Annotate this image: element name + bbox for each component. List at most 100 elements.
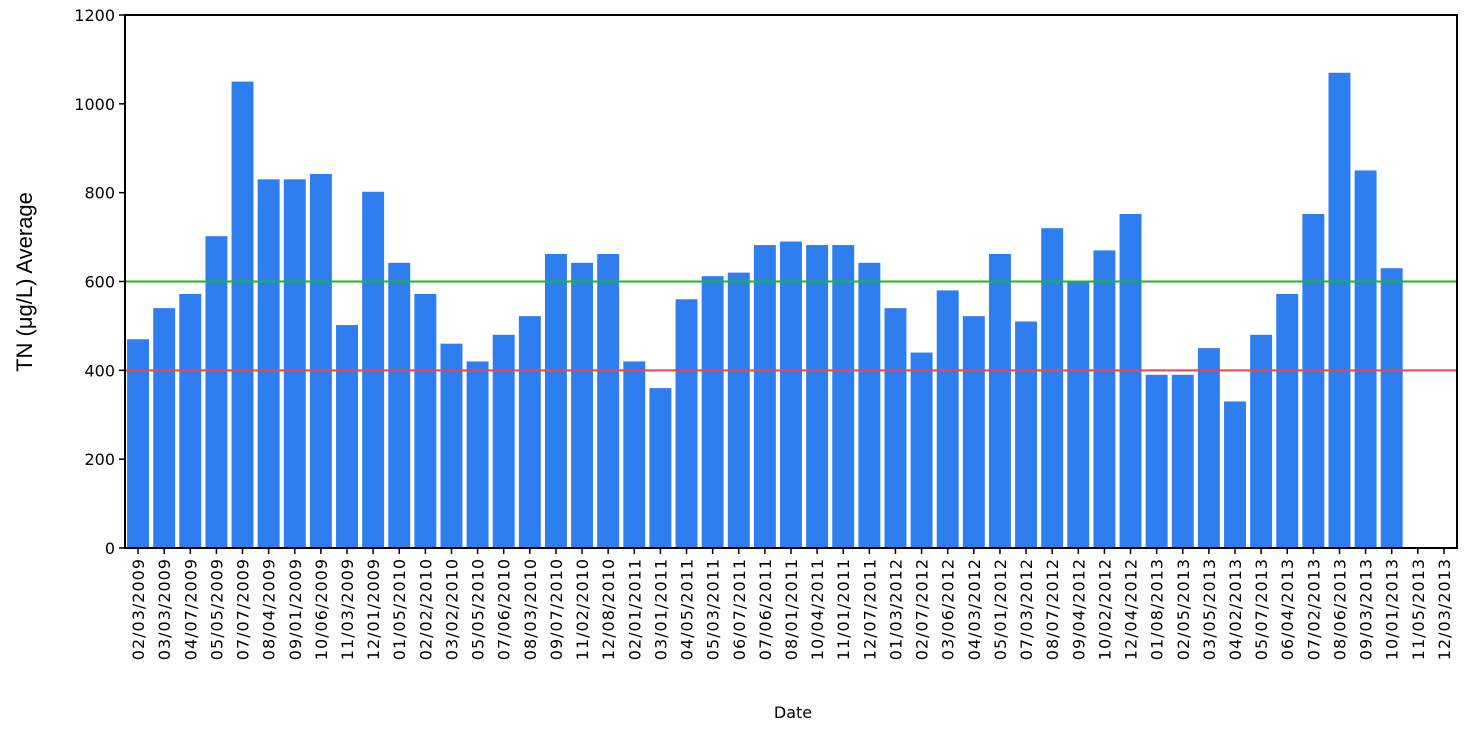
bar xyxy=(1302,213,1325,548)
bar xyxy=(1119,213,1142,548)
bar xyxy=(571,262,594,548)
x-tick-label: 12/03/2013 xyxy=(1435,558,1454,660)
y-tick-label: 800 xyxy=(84,184,115,203)
bar xyxy=(440,343,463,548)
x-tick-label: 05/05/2010 xyxy=(469,558,488,660)
x-tick-label: 09/04/2012 xyxy=(1069,558,1088,660)
bar xyxy=(884,308,907,548)
x-tick-label: 11/05/2013 xyxy=(1409,558,1428,660)
bar xyxy=(1145,374,1168,548)
x-tick-label: 07/03/2012 xyxy=(1017,558,1036,660)
bar xyxy=(1380,268,1403,548)
bar xyxy=(649,388,672,548)
x-tick-label: 07/07/2009 xyxy=(234,558,253,660)
bar xyxy=(231,81,254,548)
bar xyxy=(832,245,855,548)
bar xyxy=(936,290,959,548)
x-tick-label: 04/03/2012 xyxy=(965,558,984,660)
bar xyxy=(910,352,933,548)
x-tick-label: 04/05/2011 xyxy=(678,558,697,660)
x-tick-label: 07/06/2010 xyxy=(495,558,514,660)
bar xyxy=(257,179,280,548)
x-tick-label: 09/01/2009 xyxy=(286,558,305,660)
bar xyxy=(414,293,437,548)
bar xyxy=(388,262,411,548)
y-tick-label: 400 xyxy=(84,361,115,380)
x-tick-label: 01/03/2012 xyxy=(886,558,905,660)
bar xyxy=(1171,374,1194,548)
x-tick-label: 09/07/2010 xyxy=(547,558,566,660)
bar xyxy=(1041,228,1064,548)
x-tick-label: 07/02/2013 xyxy=(1304,558,1323,660)
x-tick-label: 01/08/2013 xyxy=(1148,558,1167,660)
x-tick-label: 10/06/2009 xyxy=(312,558,331,660)
bar xyxy=(962,316,985,548)
x-tick-label: 10/01/2013 xyxy=(1383,558,1402,660)
bar xyxy=(701,276,724,548)
bar xyxy=(675,299,698,548)
bar xyxy=(780,241,802,548)
bar xyxy=(1276,293,1299,548)
x-tick-label: 11/02/2010 xyxy=(573,558,592,660)
bar xyxy=(858,262,881,548)
y-tick-label: 0 xyxy=(105,539,115,558)
x-tick-label: 11/01/2011 xyxy=(834,558,853,660)
x-tick-label: 03/06/2012 xyxy=(939,558,958,660)
x-tick-label: 12/04/2012 xyxy=(1122,558,1141,660)
x-tick-label: 08/07/2012 xyxy=(1043,558,1062,660)
bar xyxy=(309,174,332,549)
x-tick-label: 11/03/2009 xyxy=(338,558,357,660)
x-tick-label: 12/08/2010 xyxy=(599,558,618,660)
bar xyxy=(127,339,150,548)
x-tick-label: 01/05/2010 xyxy=(390,558,409,660)
bar xyxy=(1015,321,1038,548)
x-tick-label: 02/07/2012 xyxy=(913,558,932,660)
x-tick-label: 06/07/2011 xyxy=(730,558,749,660)
x-tick-label: 10/02/2012 xyxy=(1095,558,1114,660)
x-tick-label: 03/02/2010 xyxy=(442,558,461,660)
x-tick-label: 08/03/2010 xyxy=(521,558,540,660)
x-tick-label: 03/05/2013 xyxy=(1200,558,1219,660)
bar xyxy=(466,361,489,548)
x-tick-label: 03/01/2011 xyxy=(651,558,670,660)
bar xyxy=(1328,72,1351,548)
bar xyxy=(806,245,829,548)
x-tick-label: 02/02/2010 xyxy=(416,558,435,660)
x-tick-label: 07/06/2011 xyxy=(756,558,775,660)
x-tick-label: 04/02/2013 xyxy=(1226,558,1245,660)
x-tick-label: 08/04/2009 xyxy=(260,558,279,660)
x-tick-label: 02/03/2009 xyxy=(129,558,148,660)
x-tick-label: 03/03/2009 xyxy=(155,558,174,660)
bar xyxy=(597,253,620,548)
bar xyxy=(205,236,228,548)
x-tick-label: 04/07/2009 xyxy=(181,558,200,660)
bar xyxy=(727,272,750,548)
x-tick-label: 12/01/2009 xyxy=(364,558,383,660)
y-tick-label: 600 xyxy=(84,273,115,292)
bar xyxy=(153,308,176,548)
bar xyxy=(544,253,567,548)
x-tick-label: 08/06/2013 xyxy=(1330,558,1349,660)
x-tick-label: 05/03/2011 xyxy=(704,558,723,660)
y-tick-label: 1000 xyxy=(74,95,115,114)
bar xyxy=(623,361,646,548)
x-tick-label: 05/01/2012 xyxy=(991,558,1010,660)
x-axis-label: Date xyxy=(774,703,812,722)
y-tick-label: 200 xyxy=(84,450,115,469)
bar xyxy=(492,334,515,548)
x-tick-label: 02/01/2011 xyxy=(625,558,644,660)
bar xyxy=(1093,250,1116,549)
bar xyxy=(1067,281,1090,548)
bar xyxy=(988,253,1011,548)
x-tick-label: 09/03/2013 xyxy=(1357,558,1376,660)
bar xyxy=(1197,348,1220,548)
bar xyxy=(1354,170,1377,549)
bar xyxy=(1224,401,1246,548)
y-axis-label: TN (μg/L) Average xyxy=(12,192,37,372)
bar xyxy=(753,245,776,548)
x-tick-label: 10/04/2011 xyxy=(808,558,827,660)
bar xyxy=(336,325,358,548)
x-tick-label: 08/01/2011 xyxy=(782,558,801,660)
bar xyxy=(1250,334,1273,548)
